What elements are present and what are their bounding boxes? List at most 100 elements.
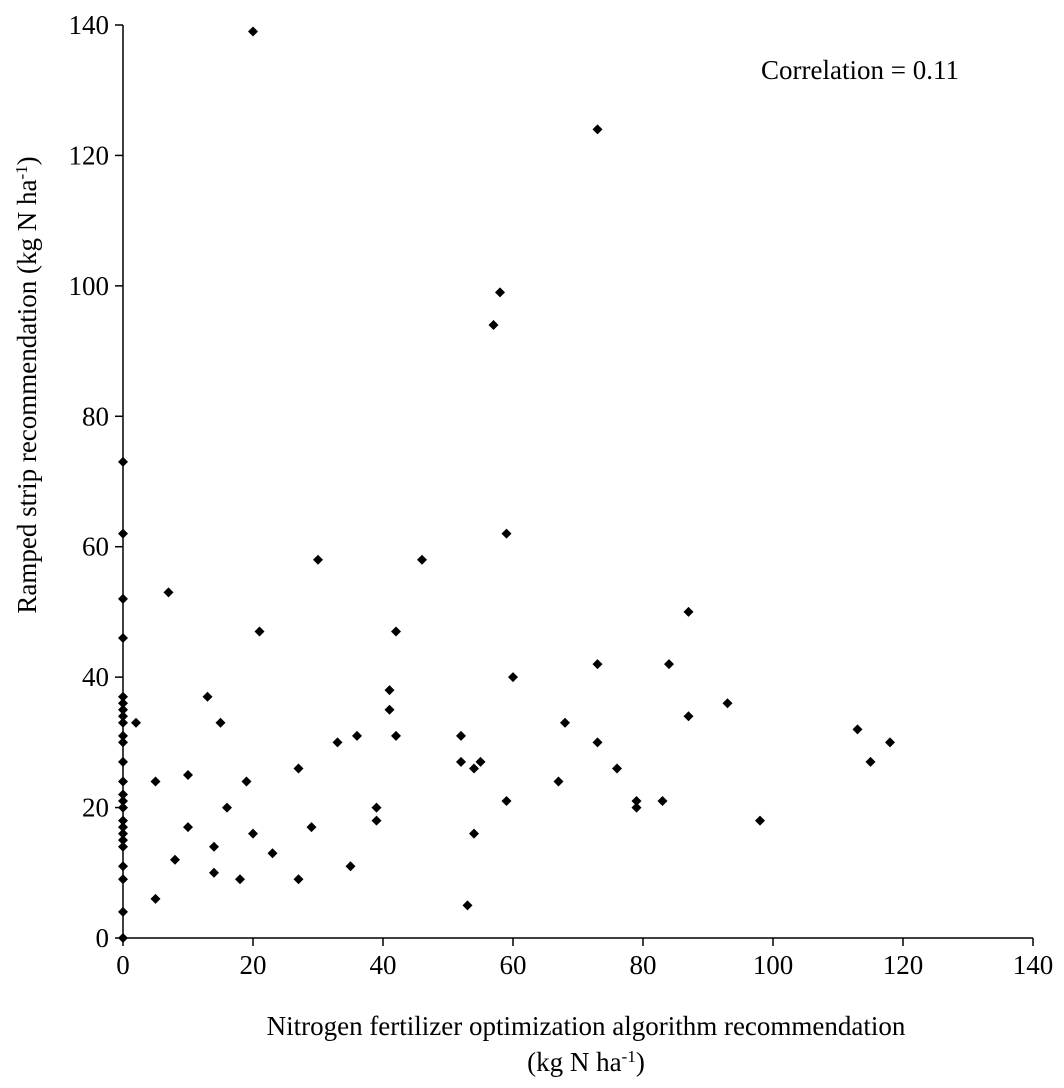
y-tick-label: 0	[96, 923, 110, 953]
data-point	[118, 717, 128, 728]
x-tick-label: 20	[240, 950, 267, 980]
data-point	[183, 769, 193, 780]
x-tick-label: 120	[883, 950, 924, 980]
data-point	[592, 124, 603, 135]
data-point	[118, 822, 128, 833]
y-ticks: 0 20 40 60 80 100 120 140	[69, 10, 123, 953]
data-point	[885, 737, 895, 748]
data-point	[488, 319, 499, 330]
data-point	[209, 867, 219, 878]
x-axis-unit-sup: -1	[622, 1047, 636, 1066]
data-point	[384, 685, 395, 696]
data-point	[118, 456, 128, 467]
data-point	[118, 698, 128, 709]
data-point	[313, 554, 323, 565]
data-point	[560, 717, 570, 728]
data-point	[118, 528, 128, 539]
data-point	[469, 763, 479, 774]
data-point	[254, 626, 265, 637]
correlation-annotation: Correlation = 0.11	[761, 55, 959, 85]
x-tick-label: 100	[753, 950, 794, 980]
data-point	[865, 756, 876, 767]
data-point	[755, 815, 765, 826]
data-point	[352, 730, 362, 741]
data-point	[306, 822, 317, 833]
data-point	[118, 691, 128, 702]
x-tick-label: 60	[500, 950, 527, 980]
data-point	[501, 796, 512, 807]
data-point	[118, 796, 128, 807]
data-point	[456, 730, 466, 741]
data-point	[118, 815, 128, 826]
data-point	[118, 906, 128, 917]
data-point	[293, 763, 304, 774]
data-point	[592, 659, 603, 670]
y-tick-label: 120	[69, 140, 110, 170]
data-point	[118, 737, 128, 748]
data-point	[215, 717, 226, 728]
y-tick-label: 80	[82, 401, 109, 431]
data-point	[170, 854, 180, 865]
data-point	[664, 659, 674, 670]
data-point	[293, 874, 304, 885]
x-axis-title-line2: (kg N ha-1)	[527, 1047, 645, 1078]
data-point	[631, 802, 642, 813]
x-axis-unit-pre: (kg N ha	[527, 1047, 621, 1077]
data-point	[852, 724, 863, 735]
y-tick-label: 20	[82, 793, 109, 823]
data-point	[118, 704, 128, 715]
data-point	[391, 626, 401, 637]
data-point	[657, 796, 668, 807]
y-tick-label: 60	[82, 532, 109, 562]
data-point	[118, 633, 128, 644]
data-point	[131, 717, 141, 728]
data-point	[417, 554, 427, 565]
data-point	[163, 587, 174, 598]
y-axis-title-pre: Ramped strip recommendation (kg N ha	[12, 180, 42, 614]
data-point	[456, 756, 466, 767]
data-point	[118, 756, 128, 767]
data-point	[683, 606, 694, 617]
data-point	[462, 900, 473, 911]
data-point	[501, 528, 512, 539]
data-point	[612, 763, 622, 774]
data-point	[222, 802, 232, 813]
data-point	[118, 933, 128, 943]
data-point	[345, 861, 356, 872]
data-point	[118, 835, 128, 846]
data-point	[118, 874, 128, 885]
x-tick-label: 0	[116, 950, 130, 980]
y-tick-label: 100	[69, 271, 110, 301]
data-point	[631, 796, 642, 807]
x-ticks: 0 20 40 60 80 100 120 140	[116, 938, 1053, 980]
data-points	[118, 26, 895, 943]
data-point	[384, 704, 395, 715]
y-axis-title: Ramped strip recommendation (kg N ha-1)	[12, 156, 43, 613]
x-axis-title-line1: Nitrogen fertilizer optimization algorit…	[267, 1011, 906, 1041]
data-point	[592, 737, 603, 748]
data-point	[248, 26, 258, 37]
data-point	[371, 802, 382, 813]
data-point	[118, 802, 128, 813]
axes	[122, 25, 1033, 939]
data-point	[722, 698, 733, 709]
data-point	[118, 730, 128, 741]
data-point	[118, 828, 128, 839]
y-axis-unit-sup: -1	[12, 165, 31, 179]
data-point	[241, 776, 252, 787]
data-point	[469, 828, 479, 839]
data-point	[235, 874, 245, 885]
data-point	[553, 776, 564, 787]
data-point	[183, 822, 193, 833]
data-point	[508, 672, 518, 683]
data-point	[371, 815, 382, 826]
data-point	[209, 841, 219, 852]
data-point	[118, 711, 128, 722]
data-point	[332, 737, 343, 748]
data-point	[150, 776, 161, 787]
data-point	[118, 861, 128, 872]
data-point	[202, 691, 213, 702]
x-axis-unit-post: )	[636, 1047, 645, 1077]
data-point	[118, 789, 128, 800]
x-tick-label: 80	[630, 950, 657, 980]
